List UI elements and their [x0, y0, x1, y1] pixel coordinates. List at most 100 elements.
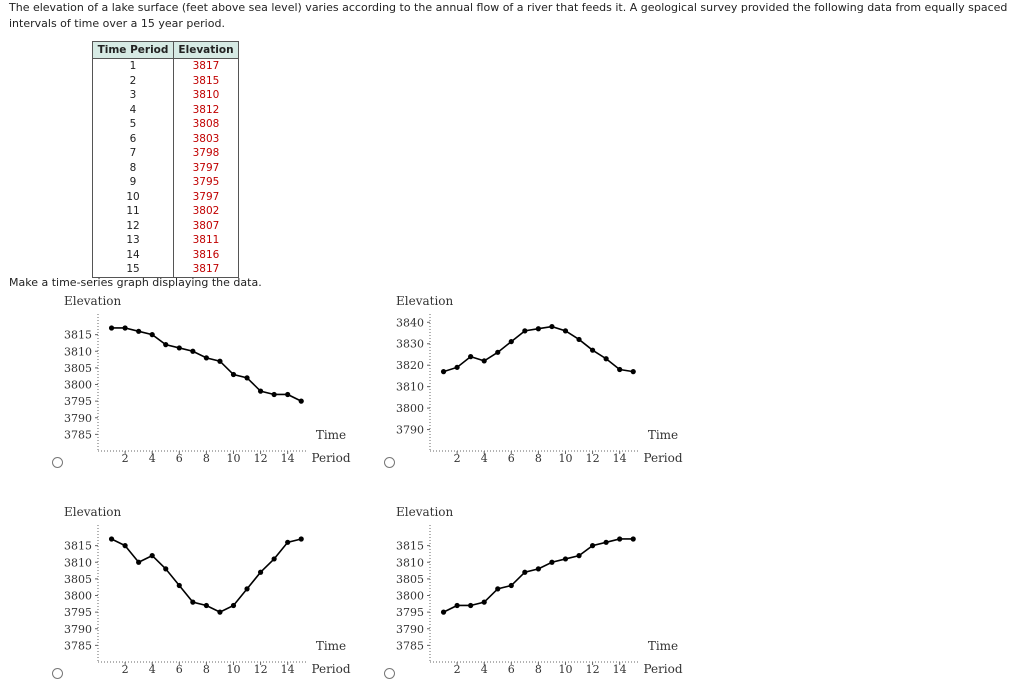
data-point	[522, 328, 528, 334]
data-point	[630, 369, 636, 375]
data-point	[257, 388, 264, 394]
x-tick-label: 6	[508, 663, 515, 676]
y-tick-label: 3790	[64, 412, 92, 425]
time-period-cell: 14	[92, 247, 174, 262]
data-point	[149, 553, 155, 559]
y-axis-label: Elevation	[396, 505, 454, 519]
y-tick-label: 3815	[64, 329, 92, 342]
x-tick-label: 14	[281, 663, 295, 676]
y-tick-label: 3800	[396, 590, 424, 603]
header-elevation: Elevation	[173, 41, 239, 59]
x-tick-label: 14	[613, 452, 627, 465]
data-point	[271, 556, 277, 562]
table-row: 10 3797	[92, 189, 239, 204]
option-d-radio[interactable]	[384, 668, 395, 679]
elevation-cell: 3812	[173, 102, 239, 117]
data-point	[122, 543, 128, 549]
data-point	[257, 569, 264, 575]
x-axis-label-period: Period	[643, 451, 682, 465]
x-tick-label: 10	[558, 452, 572, 465]
y-axis-label: Elevation	[396, 294, 454, 308]
x-tick-label: 12	[254, 452, 268, 465]
data-point	[549, 323, 555, 330]
data-point	[495, 349, 501, 355]
data-point	[108, 325, 115, 331]
x-tick-label: 10	[226, 663, 240, 676]
data-point	[190, 599, 196, 605]
y-tick-label: 3790	[396, 424, 424, 437]
time-period-cell: 3	[92, 88, 174, 103]
data-point	[440, 609, 447, 615]
data-point	[298, 536, 304, 542]
x-tick-label: 8	[203, 452, 210, 465]
x-tick-label: 12	[254, 663, 268, 676]
elevation-cell: 3815	[173, 73, 239, 88]
option-b-radio[interactable]	[384, 457, 395, 468]
data-point	[176, 582, 182, 589]
data-point	[285, 391, 291, 398]
data-point	[298, 398, 304, 404]
elevation-cell: 3797	[173, 160, 239, 175]
x-tick-label: 2	[454, 663, 461, 676]
data-point	[190, 348, 196, 354]
data-point	[589, 347, 596, 353]
question-intro: The elevation of a lake surface (feet ab…	[9, 1, 1008, 30]
x-tick-label: 4	[481, 663, 488, 676]
y-tick-label: 3805	[64, 362, 92, 375]
y-tick-label: 3795	[64, 395, 92, 408]
data-point	[108, 536, 115, 542]
chart-option-d: Elevation 3785 3790 3795 3800 3805 3810 3815 2 4 6…	[396, 505, 683, 676]
chart-option-a: Elevation 3785 3790 3795 3800 3805 3810 3815 2 4 6…	[64, 294, 351, 465]
data-point	[562, 328, 569, 334]
data-point	[576, 553, 582, 559]
option-c-radio[interactable]	[52, 668, 63, 679]
x-tick-label: 14	[613, 663, 627, 676]
table-row: 6 3803	[92, 131, 239, 146]
table-row: 9 3795	[92, 175, 239, 190]
data-point	[454, 602, 460, 609]
data-point	[562, 556, 569, 562]
data-point	[617, 536, 623, 542]
y-tick-label: 3805	[396, 573, 424, 586]
table-row: 1 3817	[92, 58, 239, 74]
table-row: 4 3812	[92, 102, 239, 117]
data-point	[508, 582, 514, 589]
table-row: 3 3810	[92, 88, 239, 103]
data-point	[454, 364, 460, 370]
data-point	[163, 342, 169, 348]
data-point	[217, 358, 223, 364]
y-tick-label: 3785	[64, 639, 92, 652]
x-tick-label: 8	[535, 452, 542, 465]
y-tick-label: 3830	[396, 338, 424, 351]
data-point	[481, 599, 487, 605]
x-axis-label-period: Period	[311, 451, 350, 465]
x-tick-label: 10	[226, 452, 240, 465]
data-point	[522, 569, 528, 575]
y-tick-label: 3800	[64, 590, 92, 603]
data-point	[589, 543, 596, 549]
y-tick-label: 3815	[396, 540, 424, 553]
table-row: 2 3815	[92, 73, 239, 88]
option-a-radio[interactable]	[52, 457, 63, 468]
y-tick-label: 3785	[64, 428, 92, 441]
data-point	[440, 369, 447, 375]
y-tick-label: 3800	[64, 379, 92, 392]
y-tick-label: 3810	[396, 381, 424, 394]
y-tick-label: 3785	[396, 639, 424, 652]
table-row: 7 3798	[92, 146, 239, 161]
time-period-cell: 2	[92, 73, 174, 88]
x-tick-label: 2	[454, 452, 461, 465]
elevation-cell: 3803	[173, 131, 239, 146]
series-line	[111, 538, 302, 614]
data-point	[603, 356, 609, 362]
data-point	[163, 566, 169, 572]
y-tick-label: 3810	[396, 556, 424, 569]
x-axis-label-time: Time	[648, 639, 678, 653]
data-point	[535, 326, 541, 332]
x-tick-label: 8	[203, 663, 210, 676]
table-row: 12 3807	[92, 218, 239, 233]
data-point	[176, 345, 182, 351]
data-point	[149, 332, 155, 338]
elevation-cell: 3810	[173, 88, 239, 103]
data-point	[481, 358, 487, 364]
